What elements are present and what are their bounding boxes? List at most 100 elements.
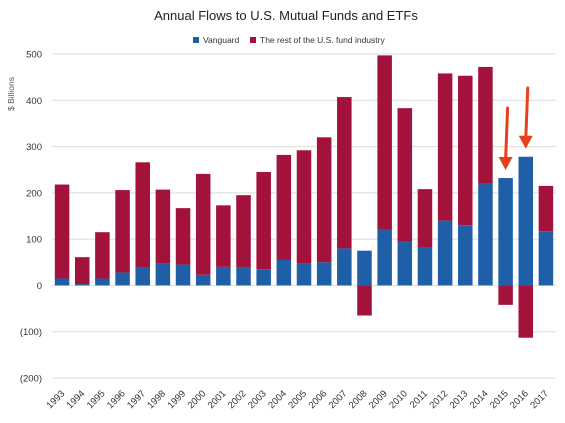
bar-vanguard-2016 [518, 156, 534, 286]
bar-vanguard-2012 [437, 220, 453, 286]
y-tick-label: 400 [26, 96, 42, 107]
bar-rest-of-industry-2012 [437, 73, 453, 221]
arrow-shaft [524, 86, 530, 141]
bar-vanguard-2017 [538, 231, 554, 286]
bar-rest-of-industry-2003 [256, 172, 271, 270]
bar-rest-of-industry-1998 [155, 189, 171, 264]
bar-vanguard-2010 [397, 241, 413, 286]
legend-swatch-vanguard [193, 37, 199, 43]
bar-rest-of-industry-2015 [498, 285, 513, 305]
bar-rest-of-industry-2009 [377, 55, 392, 230]
x-tick-label-2003: 2003 [246, 388, 269, 411]
x-tick-label-1999: 1999 [165, 388, 188, 411]
bar-vanguard-1994 [74, 284, 90, 286]
x-tick-label-2014: 2014 [468, 388, 491, 411]
bar-vanguard-1997 [135, 267, 150, 286]
y-tick-label: (200) [20, 374, 42, 385]
annotations [498, 86, 533, 171]
x-tick-label-2008: 2008 [347, 388, 370, 411]
bar-vanguard-2014 [478, 183, 493, 286]
bar-vanguard-2015 [498, 178, 513, 286]
x-tick-label-2011: 2011 [408, 388, 430, 410]
bar-rest-of-industry-1993 [54, 184, 70, 279]
x-tick-label-2010: 2010 [387, 388, 410, 411]
bar-vanguard-2003 [256, 269, 271, 286]
bar-vanguard-2008 [357, 250, 372, 286]
bar-rest-of-industry-1999 [175, 208, 191, 265]
x-tick-label-2016: 2016 [508, 388, 531, 411]
bar-rest-of-industry-1996 [115, 190, 130, 273]
x-tick-label-2015: 2015 [488, 388, 511, 411]
bar-rest-of-industry-2013 [458, 75, 473, 226]
x-tick-label-2007: 2007 [327, 388, 350, 411]
x-axis-ticks: 1993199419951996199719981999200020012002… [44, 388, 551, 411]
bar-vanguard-2000 [195, 274, 211, 286]
bar-vanguard-1999 [175, 264, 191, 286]
x-tick-label-2001: 2001 [206, 388, 229, 411]
y-tick-label: 100 [26, 235, 42, 246]
arrow-annotation-2016 [518, 86, 533, 149]
bar-rest-of-industry-2001 [216, 205, 231, 267]
legend-swatch-rest-of-industry [250, 37, 256, 43]
bar-vanguard-2001 [216, 266, 231, 286]
bar-vanguard-2006 [316, 262, 332, 286]
x-tick-label-1998: 1998 [145, 388, 168, 411]
bar-rest-of-industry-2016 [518, 285, 534, 338]
bar-vanguard-1996 [115, 272, 130, 286]
x-tick-label-1996: 1996 [105, 388, 128, 411]
bar-rest-of-industry-2005 [296, 150, 312, 264]
y-axis-ticks: (200) (100) 0 100 200 300 400 500 [20, 50, 42, 385]
y-tick-label: 0 [37, 281, 42, 292]
bar-vanguard-1993 [54, 278, 70, 286]
x-tick-label-2009: 2009 [367, 388, 390, 411]
x-tick-label-2002: 2002 [226, 388, 249, 411]
bar-vanguard-2005 [296, 263, 312, 286]
bar-vanguard-2002 [236, 267, 251, 286]
bar-rest-of-industry-2010 [397, 108, 413, 242]
bar-vanguard-2009 [377, 229, 392, 286]
bar-rest-of-industry-1997 [135, 162, 150, 268]
x-tick-label-2005: 2005 [286, 388, 309, 411]
bar-rest-of-industry-2006 [316, 137, 332, 263]
x-tick-label-2017: 2017 [528, 388, 551, 411]
bar-rest-of-industry-2008 [357, 285, 372, 316]
y-tick-label: (100) [20, 327, 42, 338]
x-tick-label-1995: 1995 [85, 388, 108, 411]
legend-label-rest-of-industry: The rest of the U.S. fund industry [260, 35, 385, 45]
x-tick-label-2004: 2004 [266, 388, 289, 411]
x-tick-label-1993: 1993 [44, 388, 67, 411]
x-tick-label-1994: 1994 [65, 388, 88, 411]
chart-title: Annual Flows to U.S. Mutual Funds and ET… [154, 8, 418, 23]
bar-vanguard-1998 [155, 263, 171, 286]
bar-vanguard-2007 [337, 248, 352, 286]
bar-rest-of-industry-2014 [478, 66, 493, 184]
x-tick-label-2006: 2006 [307, 388, 330, 411]
bar-rest-of-industry-2002 [236, 195, 251, 268]
x-tick-label-2000: 2000 [186, 388, 209, 411]
bars [54, 55, 554, 338]
y-tick-label: 500 [26, 50, 42, 61]
legend: Vanguard The rest of the U.S. fund indus… [193, 35, 385, 45]
bar-rest-of-industry-2011 [417, 189, 433, 248]
bar-vanguard-2004 [276, 259, 292, 286]
bar-vanguard-2011 [417, 247, 433, 286]
arrow-shaft [504, 106, 510, 162]
bar-rest-of-industry-2007 [337, 97, 352, 249]
bar-vanguard-2013 [458, 225, 473, 286]
x-tick-label-2012: 2012 [428, 388, 451, 411]
bar-rest-of-industry-1995 [95, 232, 110, 279]
bar-rest-of-industry-2017 [538, 185, 554, 232]
y-tick-label: 200 [26, 188, 42, 199]
arrow-head [498, 157, 513, 171]
legend-label-vanguard: Vanguard [203, 35, 240, 45]
x-tick-label-1997: 1997 [125, 388, 148, 411]
y-tick-label: 300 [26, 142, 42, 153]
bar-rest-of-industry-2000 [195, 173, 211, 275]
arrow-annotation-2015 [498, 106, 513, 171]
bar-vanguard-1995 [95, 278, 110, 286]
y-axis-label: $ Billions [6, 77, 16, 111]
bar-rest-of-industry-1994 [74, 257, 90, 285]
arrow-head [518, 135, 533, 149]
